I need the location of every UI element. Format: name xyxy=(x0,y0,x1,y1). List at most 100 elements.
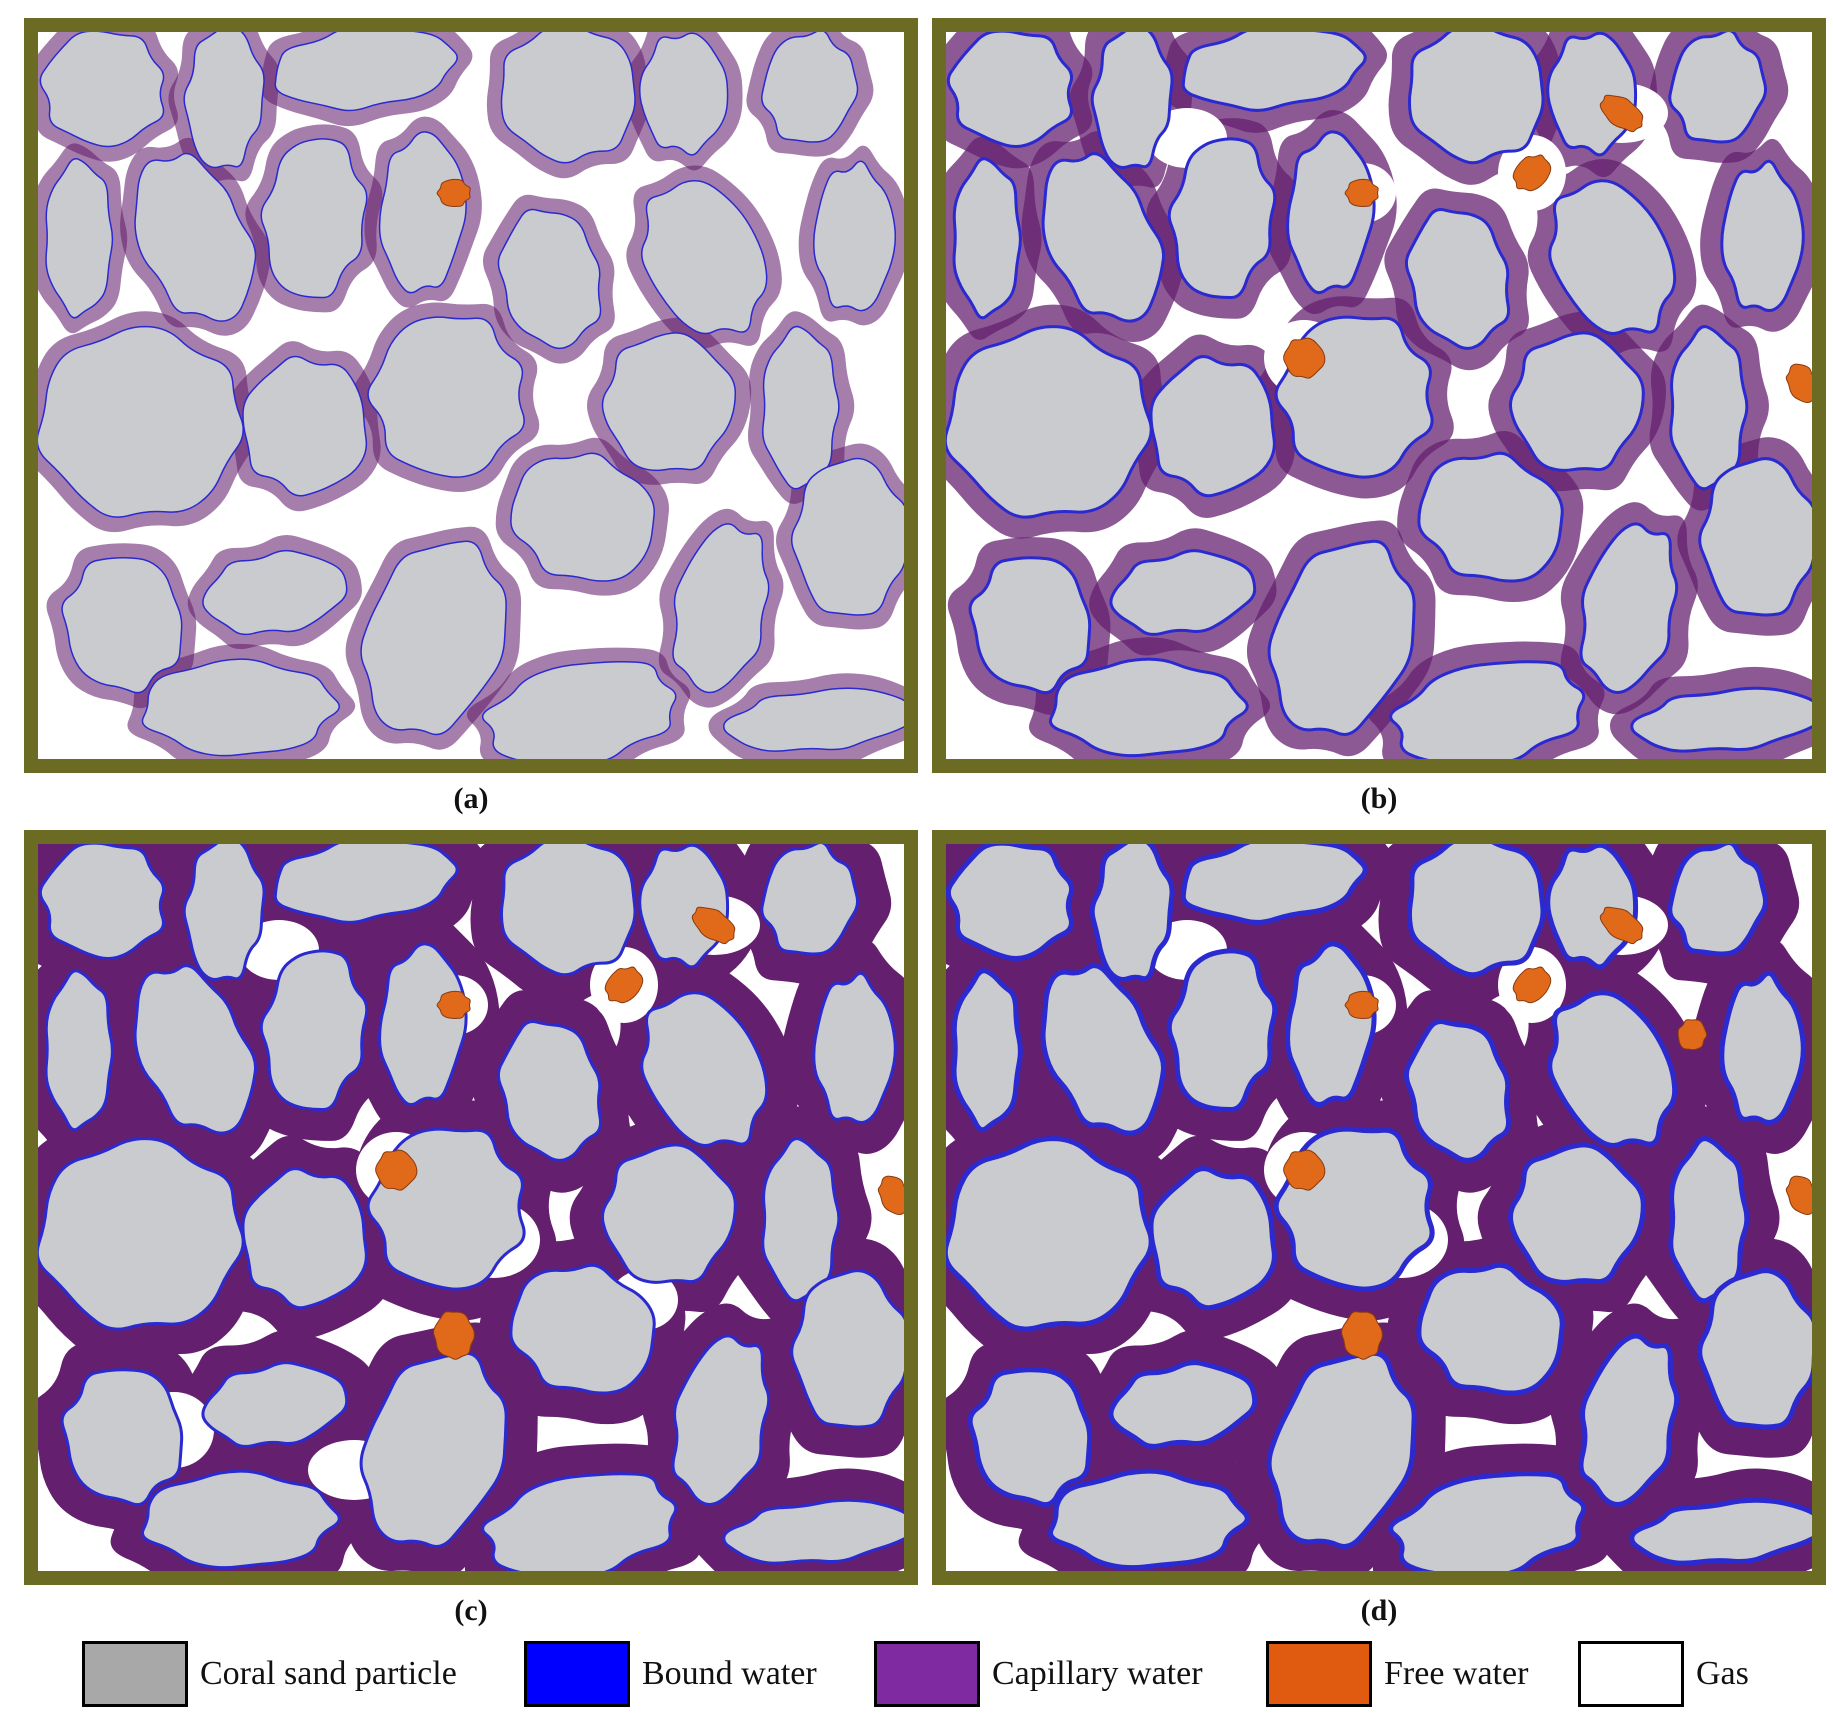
coral-sand-particle xyxy=(273,844,459,924)
coral-sand-particle xyxy=(1669,325,1749,491)
coral-sand-particle xyxy=(38,1137,245,1331)
caption-a: (a) xyxy=(453,782,489,815)
coral-sand-particle xyxy=(1166,948,1278,1113)
coral-sand-particle xyxy=(1508,331,1645,472)
coral-sand-particle xyxy=(1667,844,1768,957)
coral-sand-particle xyxy=(510,452,655,582)
caption-c: (c) xyxy=(454,1594,488,1627)
coral-sand-particle xyxy=(360,540,507,736)
free-water xyxy=(1283,94,1812,404)
coral-sand-particle xyxy=(1286,130,1376,295)
coral-sand-particle xyxy=(640,991,769,1147)
coral-sand-particle xyxy=(38,325,244,518)
coral-sand-particle xyxy=(760,844,859,956)
legend-label-coral-sand: Coral sand particle xyxy=(200,1655,457,1692)
coral-sand-particle xyxy=(951,968,1023,1133)
coral-sand-particle xyxy=(45,157,114,319)
coral-sand-particle xyxy=(1149,355,1276,498)
pore-diagram-b xyxy=(932,18,1826,773)
coral-sand-particle xyxy=(182,844,266,981)
legend-swatch-gas xyxy=(1578,1641,1684,1707)
coral-sand-particle xyxy=(259,949,369,1112)
pore-diagram-d xyxy=(932,830,1826,1585)
legend-label-gas: Gas xyxy=(1696,1655,1749,1692)
coral-sand-particle xyxy=(241,1167,368,1310)
coral-sand-particle xyxy=(952,157,1022,320)
coral-sand-particle xyxy=(1048,657,1249,758)
coral-sand-particle xyxy=(1416,1262,1565,1396)
coral-sand-particle xyxy=(968,556,1092,695)
free-water xyxy=(1283,906,1812,1360)
coral-sand-particle xyxy=(1047,1468,1250,1571)
coral-sand-particle xyxy=(39,32,165,148)
legend-label-free-water: Free water xyxy=(1384,1655,1529,1692)
coral-sand-particle xyxy=(1180,844,1368,925)
coral-sand-particle xyxy=(1388,1471,1587,1571)
coral-sand-particle xyxy=(202,549,348,636)
coral-sand-particle xyxy=(260,138,368,299)
coral-sand-particle xyxy=(1668,32,1767,144)
coral-sand-particle xyxy=(44,969,114,1132)
legend-item-free-water: Free water xyxy=(1266,1638,1528,1710)
coral-sand-particle xyxy=(761,1137,841,1303)
coral-sand-particle xyxy=(133,964,257,1135)
coral-sand-particle xyxy=(496,1020,603,1162)
coral-sand-particle xyxy=(1040,963,1166,1136)
coral-sand-particles xyxy=(38,844,904,1571)
coral-sand-particle xyxy=(600,1143,737,1284)
coral-sand-particle xyxy=(1719,970,1806,1126)
coral-sand-particle xyxy=(1406,844,1546,978)
free-water xyxy=(375,906,904,1360)
pore-diagram-c xyxy=(24,830,918,1585)
coral-sand-particle xyxy=(723,687,904,752)
coral-sand-particle xyxy=(1404,208,1511,350)
coral-sand-particle xyxy=(1109,549,1257,636)
coral-sand-particle xyxy=(1090,32,1174,169)
coral-sand-particle xyxy=(61,557,183,694)
coral-sand-particle xyxy=(1285,941,1377,1108)
coral-sand-particle xyxy=(946,844,1075,962)
coral-sand-particle xyxy=(671,1334,771,1506)
legend-swatch-free-water xyxy=(1266,1641,1372,1707)
coral-sand-particle xyxy=(1403,1019,1512,1163)
coral-sand-particle xyxy=(378,942,468,1107)
pore-diagram-a xyxy=(24,18,918,773)
coral-sand-particle xyxy=(1579,522,1679,694)
coral-sand-particle xyxy=(1720,159,1805,313)
coral-sand-particle xyxy=(1181,32,1367,112)
coral-sand-particle xyxy=(790,1269,904,1429)
coral-sand-particle xyxy=(722,1498,904,1565)
legend-item-coral-sand: Coral sand particle xyxy=(82,1638,457,1710)
coral-sand-particle xyxy=(509,1263,656,1395)
coral-sand-particle xyxy=(1547,990,1678,1148)
legend-swatch-capillary-water xyxy=(874,1641,980,1707)
coral-sand-particles xyxy=(946,844,1812,1571)
legend: Coral sand particle Bound water Capillar… xyxy=(0,1638,1833,1718)
coral-sand-particle xyxy=(1089,844,1175,982)
coral-sand-particle xyxy=(481,1472,678,1571)
coral-sand-particle xyxy=(134,152,257,322)
coral-sand-particle xyxy=(812,971,897,1125)
caption-b: (b) xyxy=(1360,782,1398,815)
coral-sand-particle xyxy=(946,1136,1154,1332)
coral-sand-particle xyxy=(1697,1268,1812,1430)
coral-sand-particle xyxy=(481,661,677,759)
coral-sand-particle xyxy=(60,1368,184,1507)
coral-sand-particle xyxy=(946,325,1153,519)
panel-b xyxy=(932,18,1826,773)
coral-sand-particle xyxy=(967,1367,1093,1508)
coral-sand-particle xyxy=(274,32,458,112)
coral-sand-particle xyxy=(359,1351,508,1548)
coral-sand-particle xyxy=(1167,137,1277,300)
coral-sand-particle xyxy=(1417,451,1564,583)
coral-sand-particle xyxy=(500,32,636,164)
legend-swatch-coral-sand xyxy=(82,1641,188,1707)
panel-a xyxy=(24,18,918,773)
legend-swatch-bound-water xyxy=(524,1641,630,1707)
coral-sand-particle xyxy=(672,523,770,694)
coral-sand-particle xyxy=(1545,844,1639,970)
coral-sand-particle xyxy=(813,160,897,312)
coral-sand-particle xyxy=(1266,1350,1417,1549)
coral-sand-particle xyxy=(242,355,368,497)
coral-sand-particles xyxy=(38,32,904,759)
